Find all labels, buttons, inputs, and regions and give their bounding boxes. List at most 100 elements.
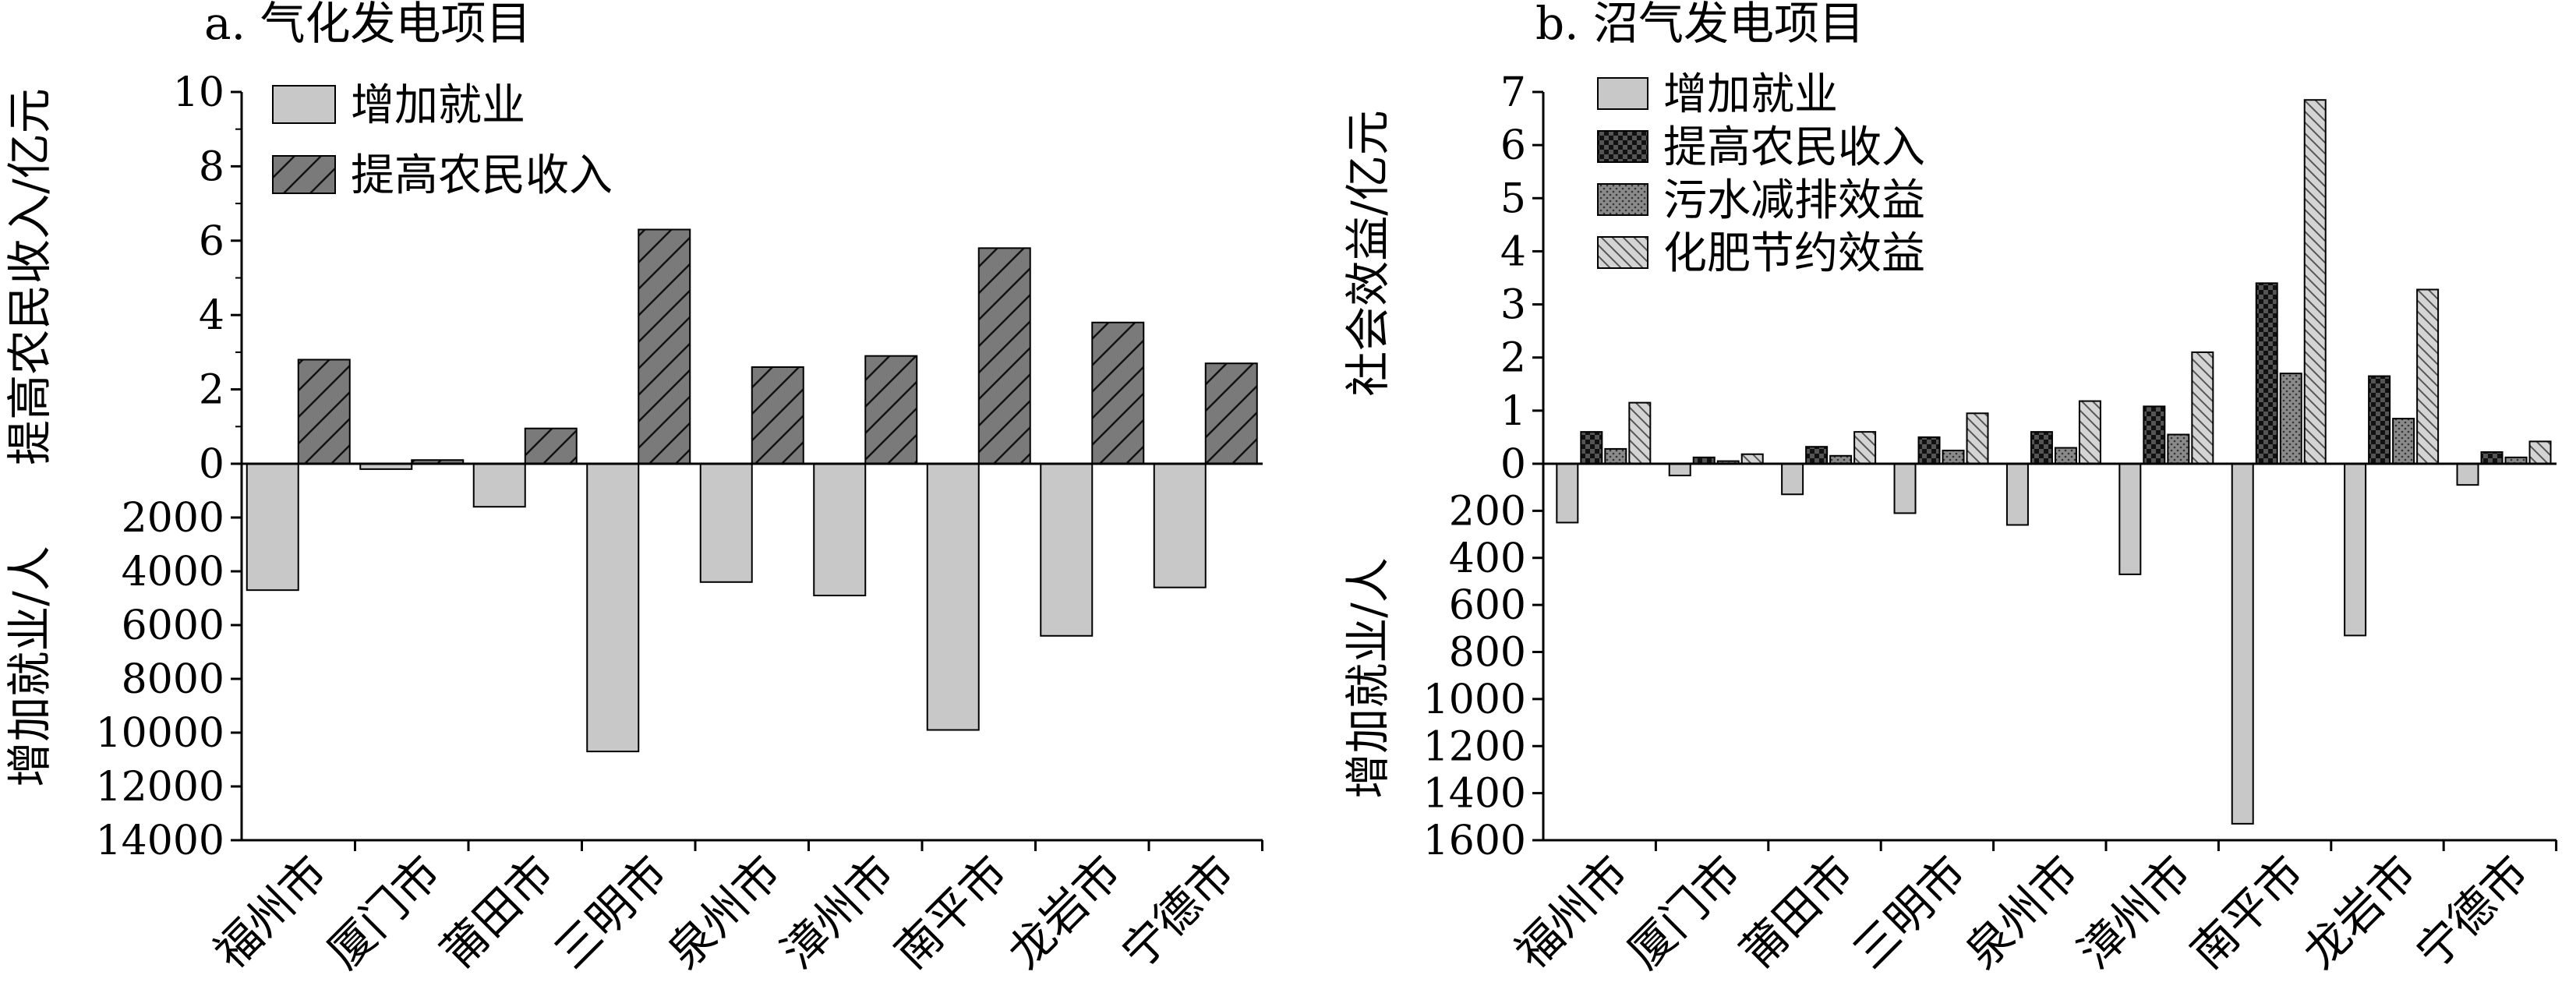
- lower-tick-label: 1200: [1423, 723, 1526, 770]
- x-category-label: 莆田市: [1730, 846, 1864, 979]
- lower-tick-label: 6000: [122, 602, 224, 649]
- bar-1-6: [977, 247, 1031, 465]
- bar-3-0: [1628, 401, 1652, 465]
- upper-tick-label: 4: [1500, 228, 1526, 275]
- legend-swatch: [1597, 236, 1648, 269]
- panel-a-lower-axis-label: 增加就业/人: [3, 546, 56, 787]
- panel-b-lower-axis-label: 增加就业/人: [1341, 557, 1394, 799]
- bar-0-0: [246, 463, 299, 592]
- bar-2-0: [1604, 447, 1627, 465]
- panel-a-gasification: a. 气化发电项目 提高农民收入/亿元 增加就业/人 0 2 4 6 8 10 2000 40…: [3, 0, 1263, 979]
- bar-2-2: [1829, 454, 1853, 465]
- bar-1-3: [638, 228, 691, 465]
- lower-tick-label: 1600: [1423, 818, 1526, 864]
- lower-tick-label: 14000: [96, 818, 224, 864]
- panel-a-bars: [246, 228, 1258, 753]
- x-category-label: 龙岩市: [2293, 846, 2426, 979]
- bar-1-4: [2030, 431, 2053, 465]
- upper-tick-label: 4: [199, 292, 224, 339]
- upper-tick-label: 2: [199, 367, 224, 414]
- bar-0-1: [1668, 463, 1691, 477]
- legend-label: 污水减排效益: [1663, 175, 1925, 226]
- bar-1-5: [2143, 405, 2166, 465]
- bar-1-0: [297, 359, 351, 465]
- lower-tick-label: 4000: [122, 549, 224, 595]
- lower-tick-label: 1000: [1423, 677, 1526, 723]
- panel-a-upper-axis-label: 提高农民收入/亿元: [3, 88, 56, 465]
- legend-label: 提高农民收入: [351, 150, 613, 201]
- legend-swatch: [272, 85, 336, 124]
- x-category-label: 厦门市: [317, 846, 451, 979]
- bar-1-5: [864, 355, 918, 465]
- lower-tick-label: 1400: [1423, 771, 1526, 818]
- lower-tick-label: 200: [1449, 488, 1526, 535]
- upper-tick-label: 3: [1500, 282, 1526, 329]
- bar-3-7: [2416, 288, 2440, 465]
- x-category-label: 南平市: [2180, 846, 2313, 979]
- panel-b-biogas: b. 沼气发电项目 社会效益/亿元 增加就业/人 0 1 2 3 4 5 6 7 2004006…: [1341, 0, 2558, 979]
- lower-tick-label: 8000: [122, 656, 224, 703]
- bar-3-4: [2078, 400, 2101, 465]
- bar-1-4: [751, 366, 804, 465]
- upper-tick-label: 8: [199, 143, 224, 190]
- bar-0-2: [472, 463, 526, 508]
- x-category-label: 三明市: [1843, 846, 1976, 979]
- bar-3-6: [2303, 99, 2327, 465]
- bar-2-5: [2167, 433, 2190, 465]
- legend-swatch: [1597, 130, 1648, 163]
- x-category-label: 福州市: [204, 846, 337, 979]
- bar-0-8: [2456, 463, 2479, 486]
- bar-0-5: [2118, 463, 2142, 575]
- bar-1-3: [1917, 436, 1941, 465]
- lower-tick-label: 800: [1449, 630, 1526, 677]
- bar-2-4: [2054, 447, 2077, 465]
- bar-2-3: [1942, 449, 1965, 465]
- legend-label: 化肥节约效益: [1663, 228, 1925, 279]
- bar-3-5: [2191, 351, 2214, 465]
- lower-tick-label: 2000: [122, 495, 224, 542]
- bar-3-3: [1966, 412, 1989, 465]
- bar-1-7: [1091, 321, 1145, 465]
- bar-3-1: [1740, 453, 1764, 465]
- bar-0-6: [2231, 463, 2254, 825]
- bar-1-7: [2368, 375, 2391, 465]
- legend-swatch: [1597, 77, 1648, 110]
- panel-b-upper-axis-label: 社会效益/亿元: [1341, 110, 1394, 397]
- x-category-label: 漳州市: [2068, 846, 2201, 979]
- x-category-label: 三明市: [544, 846, 677, 979]
- upper-tick-label: 0: [1500, 441, 1526, 488]
- bar-2-7: [2392, 418, 2415, 465]
- bar-1-0: [1580, 431, 1603, 465]
- bar-0-7: [2344, 463, 2367, 637]
- upper-tick-label: 10: [173, 69, 224, 116]
- bar-0-6: [926, 463, 980, 731]
- x-category-label: 厦门市: [1617, 846, 1751, 979]
- x-category-label: 龙岩市: [998, 846, 1131, 979]
- x-category-label: 莆田市: [431, 846, 564, 979]
- legend-label: 提高农民收入: [1663, 122, 1925, 173]
- lower-tick-label: 10000: [96, 710, 224, 757]
- upper-tick-label: 5: [1500, 175, 1526, 222]
- upper-tick-label: 0: [199, 441, 224, 488]
- lower-tick-label: 12000: [96, 764, 224, 811]
- lower-tick-label: 600: [1449, 582, 1526, 629]
- bar-0-2: [1781, 463, 1804, 496]
- bar-0-5: [813, 463, 867, 597]
- upper-tick-label: 6: [199, 218, 224, 265]
- panel-b-title: b. 沼气发电项目: [1535, 0, 1864, 50]
- bar-1-2: [524, 427, 578, 465]
- bar-1-8: [2480, 451, 2504, 465]
- legend-label: 增加就业: [1663, 69, 1838, 120]
- x-category-label: 泉州市: [658, 846, 791, 979]
- bar-0-7: [1040, 463, 1094, 637]
- panel-a-title: a. 气化发电项目: [204, 0, 531, 50]
- lower-tick-label: 400: [1449, 535, 1526, 582]
- legend-swatch: [1597, 183, 1648, 216]
- bar-0-8: [1153, 463, 1207, 588]
- bar-3-8: [2528, 440, 2552, 465]
- x-category-label: 南平市: [885, 846, 1018, 979]
- x-category-label: 宁德市: [2405, 846, 2539, 979]
